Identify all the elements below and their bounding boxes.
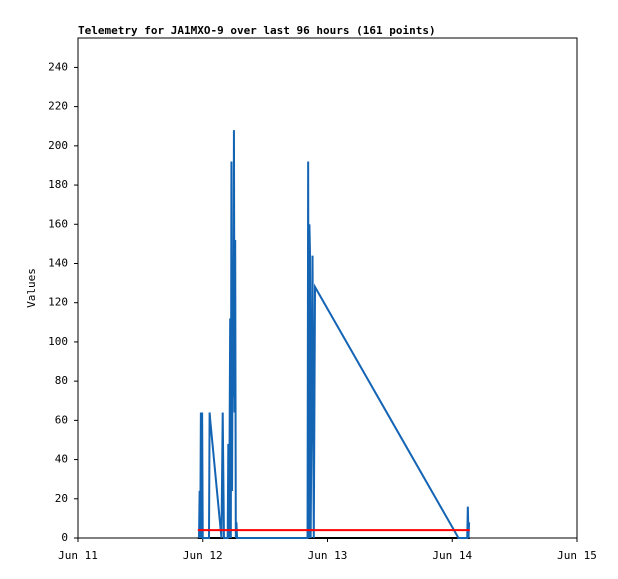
series-line [198, 130, 471, 539]
y-tick-label: 80 [55, 374, 68, 387]
y-tick-label: 240 [48, 60, 68, 73]
y-tick-label: 120 [48, 296, 68, 309]
y-tick-label: 0 [61, 531, 68, 544]
y-tick-label: 20 [55, 492, 68, 505]
x-tick-label: Jun 11 [58, 549, 98, 562]
x-tick-label: Jun 15 [557, 549, 597, 562]
x-tick-label: Jun 13 [308, 549, 348, 562]
y-tick-label: 200 [48, 139, 68, 152]
x-tick-label: Jun 12 [183, 549, 223, 562]
chart-title: Telemetry for JA1MXO-9 over last 96 hour… [78, 24, 436, 37]
y-tick-label: 140 [48, 256, 68, 269]
y-axis-label: Values [25, 268, 38, 308]
y-tick-label: 100 [48, 335, 68, 348]
y-tick-label: 40 [55, 453, 68, 466]
x-tick-label: Jun 14 [432, 549, 472, 562]
y-tick-label: 160 [48, 217, 68, 230]
y-tick-label: 220 [48, 100, 68, 113]
y-tick-label: 60 [55, 413, 68, 426]
y-tick-label: 180 [48, 178, 68, 191]
